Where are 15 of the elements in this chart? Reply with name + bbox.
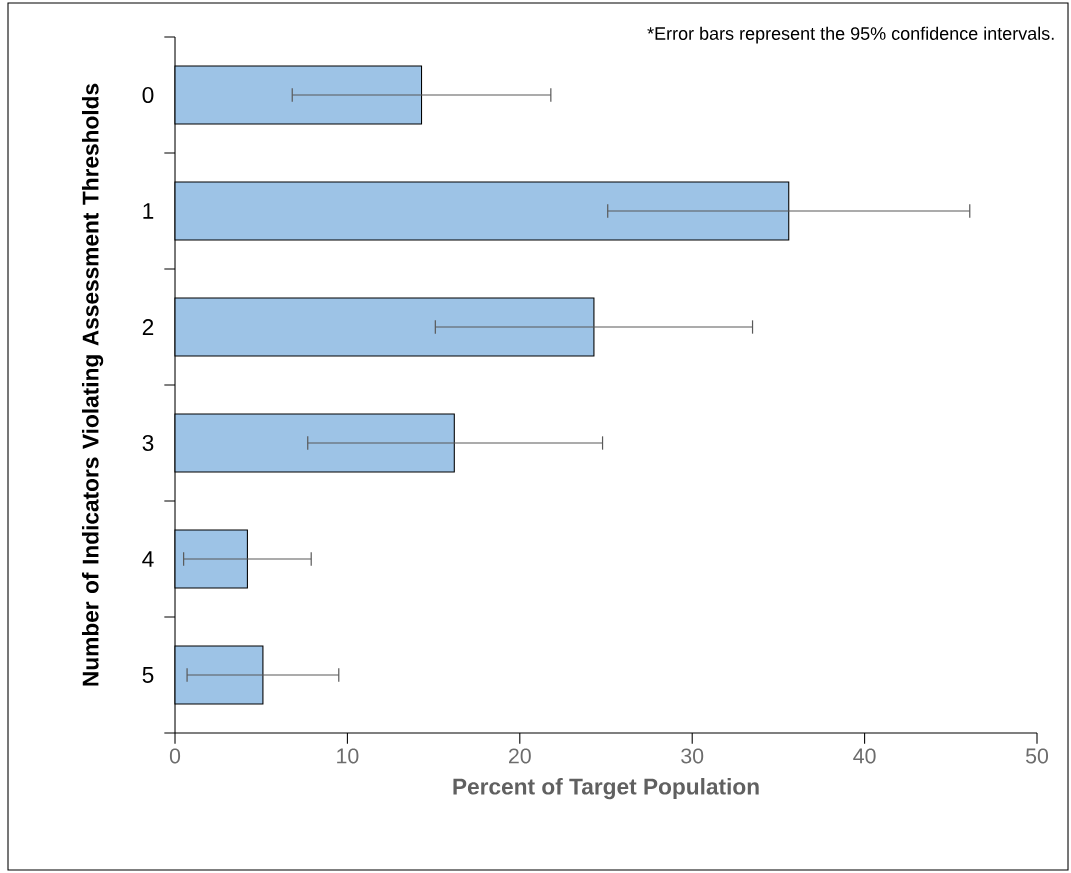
y-tick-label: 4 <box>142 551 154 567</box>
y-tick-label: 0 <box>142 86 154 104</box>
y-tick-label: 2 <box>142 319 154 335</box>
x-tick-label: 0 <box>169 748 181 764</box>
x-tick-label: 30 <box>681 748 704 764</box>
annotation: *Error bars represent the 95% confidence intervals. <box>647 26 1054 44</box>
x-tick-label: 40 <box>853 748 876 764</box>
x-axis-title: Percent of Target Population <box>453 777 759 800</box>
y-tick-label: 1 <box>143 203 154 219</box>
x-tick-label: 20 <box>509 748 531 764</box>
y-tick-label: 3 <box>142 434 154 452</box>
x-tick-label: 50 <box>1026 748 1049 764</box>
y-axis-title: Number of Indicators Violating Assessment Thresholds <box>81 83 104 686</box>
y-tick-label: 5 <box>142 667 154 683</box>
x-tick-label: 10 <box>337 748 359 764</box>
